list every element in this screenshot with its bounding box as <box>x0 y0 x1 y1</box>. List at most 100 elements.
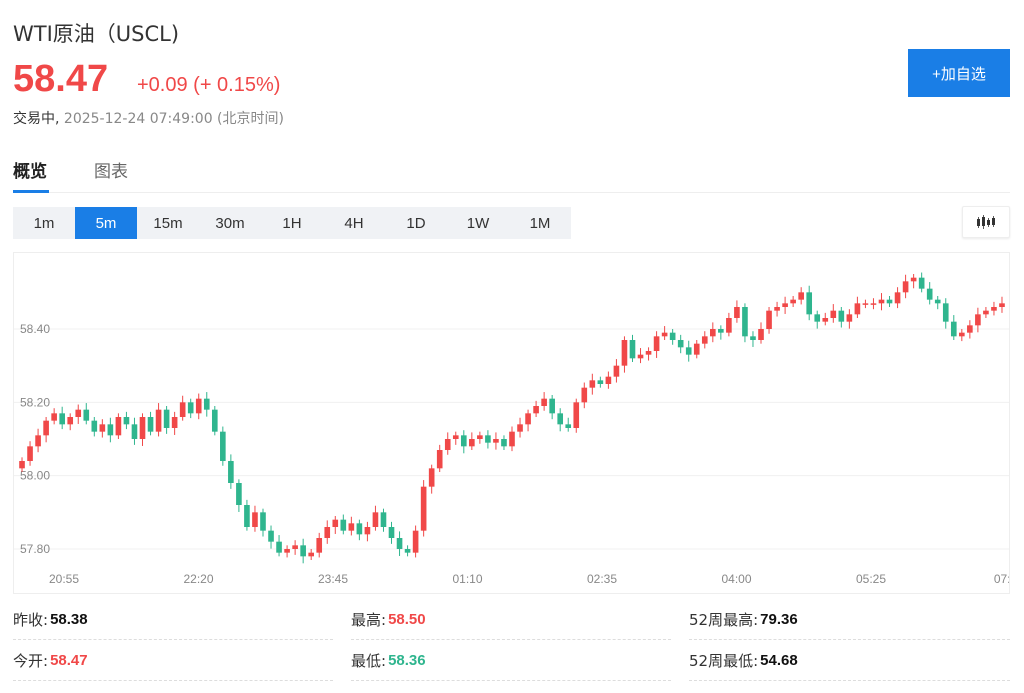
candle-body <box>846 314 853 322</box>
candle-body <box>67 417 74 425</box>
candle-body <box>420 486 427 531</box>
candle-body <box>236 483 242 505</box>
candle-body <box>902 281 909 293</box>
candle-body <box>163 409 170 428</box>
candle-body <box>557 413 564 425</box>
candle-body <box>710 329 716 337</box>
candle-body <box>388 527 395 538</box>
candle-body <box>669 332 676 340</box>
stat-low: 最低: 58.36 <box>351 641 671 681</box>
candle-body <box>123 417 130 425</box>
candle-body <box>926 288 933 300</box>
last-price: 58.47 <box>13 58 109 100</box>
candle-body <box>252 512 258 527</box>
candle-body <box>517 424 523 432</box>
candle-body <box>131 424 138 439</box>
candle-body <box>99 424 106 432</box>
x-tick-label: 05:25 <box>856 572 886 586</box>
tab-chart[interactable]: 图表 <box>94 162 128 182</box>
candle-body <box>693 343 700 355</box>
period-1mo[interactable]: 1M <box>529 214 551 232</box>
stat-value: 58.36 <box>388 652 426 669</box>
candle-body <box>549 398 555 414</box>
candle-body <box>477 435 483 439</box>
price-chart[interactable]: 58.40 58.20 58.00 57.80 20:55 22:20 23:45 01:10… <box>13 252 1018 594</box>
candle-body <box>653 336 660 351</box>
stat-value: 54.68 <box>760 652 798 669</box>
y-tick-label: 58.20 <box>20 395 50 409</box>
x-tick-label: 07:4 <box>994 572 1009 586</box>
instrument-title: WTI原油（USCL) <box>13 22 180 46</box>
candle-body <box>260 512 266 531</box>
y-tick-label: 58.00 <box>20 469 50 483</box>
candle-body <box>300 545 306 557</box>
tab-overview[interactable]: 概览 <box>13 162 47 182</box>
period-5m[interactable]: 5m <box>75 207 137 239</box>
candle-body <box>107 424 114 436</box>
x-tick-label: 20:55 <box>49 572 79 586</box>
candle-body <box>726 318 732 333</box>
candle-body <box>806 292 813 315</box>
stat-open: 今开: 58.47 <box>13 641 333 681</box>
candle-body <box>228 461 234 483</box>
add-watchlist-button[interactable]: +加自选 <box>908 49 1010 97</box>
candle-body <box>19 461 25 469</box>
candle-body <box>999 303 1005 307</box>
candle-body <box>918 277 925 289</box>
candle-body <box>364 527 371 535</box>
candle-body <box>171 417 178 428</box>
candle-body <box>308 552 314 557</box>
candle-body <box>51 413 57 421</box>
candle-body <box>975 314 981 326</box>
candle-body <box>43 420 49 436</box>
stat-label: 最低: <box>351 652 387 670</box>
x-tick-label: 01:10 <box>452 572 482 586</box>
candle-body <box>211 409 218 432</box>
candle-body <box>870 303 877 305</box>
candle-body <box>886 299 893 304</box>
candle-body <box>396 538 403 549</box>
candle-body <box>139 417 146 439</box>
stat-label: 最高: <box>351 611 387 629</box>
period-1m[interactable]: 1m <box>33 214 55 232</box>
candle-body <box>533 406 539 414</box>
candle-body <box>991 307 997 311</box>
candle-body <box>734 307 740 318</box>
candle-body <box>645 351 652 355</box>
candle-body <box>316 538 323 553</box>
candle-body <box>541 398 547 406</box>
stat-value: 58.38 <box>50 611 88 628</box>
candle-body <box>348 523 355 531</box>
period-15m[interactable]: 15m <box>153 214 183 232</box>
period-1d[interactable]: 1D <box>406 214 426 232</box>
candle-body <box>910 277 917 282</box>
period-30m[interactable]: 30m <box>215 214 245 232</box>
candle-body <box>469 439 475 447</box>
candle-body <box>718 329 724 333</box>
candle-body <box>565 424 572 428</box>
period-1w[interactable]: 1W <box>466 214 490 232</box>
candle-body <box>661 332 668 337</box>
status-label: 交易中, <box>13 111 60 127</box>
stat-label: 昨收: <box>13 611 49 629</box>
candle-body <box>983 310 989 315</box>
timestamp: 2025-12-24 07:49:00 (北京时间) <box>63 111 284 127</box>
candle-body <box>460 435 467 447</box>
candle-body <box>934 299 941 304</box>
tab-bar: 概览 图表 <box>13 155 1010 193</box>
period-1h[interactable]: 1H <box>282 214 302 232</box>
x-tick-label: 22:20 <box>183 572 213 586</box>
candle-body <box>613 365 620 377</box>
candle-body <box>774 307 780 311</box>
candle-body <box>485 435 491 443</box>
candle-body <box>790 299 796 304</box>
period-4h[interactable]: 4H <box>344 214 364 232</box>
stat-value: 79.36 <box>760 611 798 628</box>
candle-body <box>268 530 274 542</box>
candle-body <box>493 439 499 443</box>
candle-body <box>822 318 829 322</box>
candle-body <box>950 321 957 337</box>
chart-type-button[interactable] <box>962 206 1010 238</box>
candle-body <box>685 347 692 355</box>
candle-body <box>179 402 186 417</box>
